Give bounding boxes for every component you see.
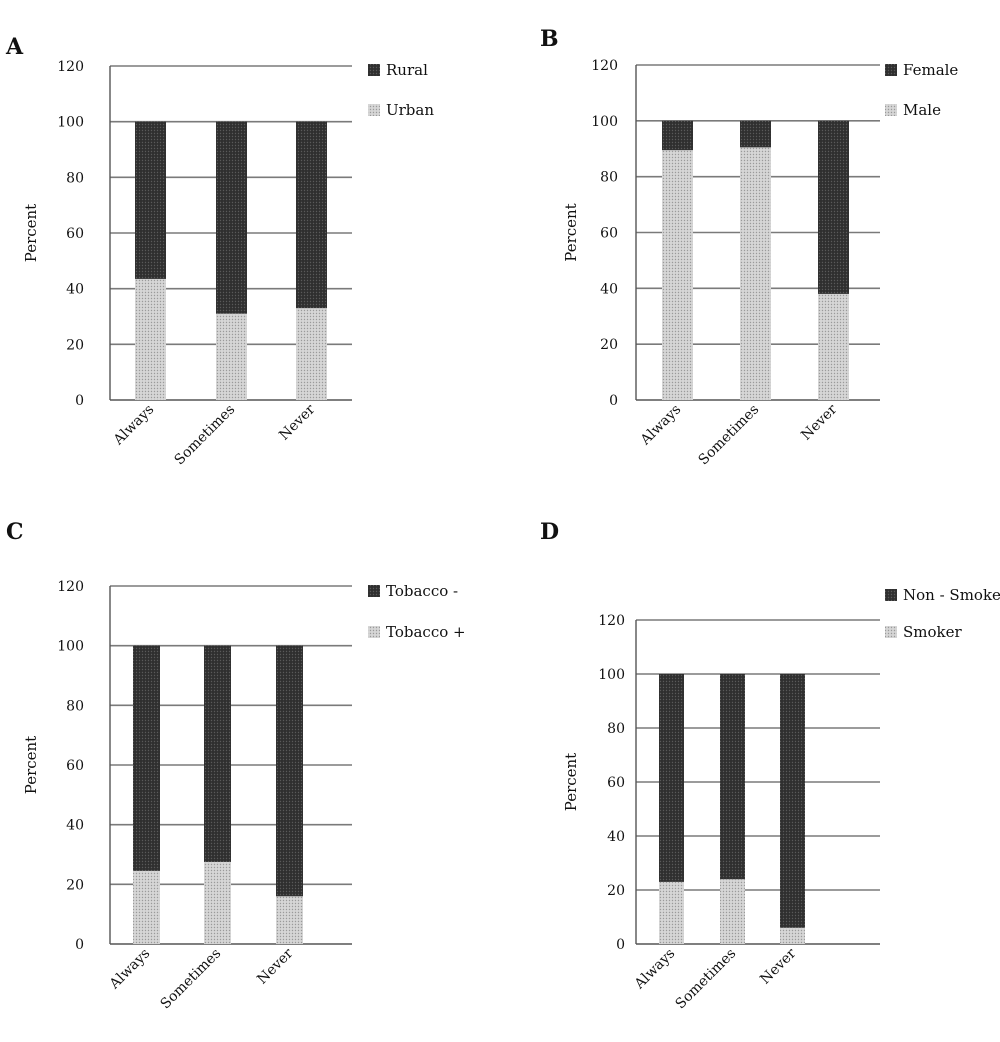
legend-swatch	[885, 589, 897, 601]
legend-label: Rural	[386, 61, 428, 79]
y-tick-label: 60	[66, 226, 84, 242]
bar-upper-sometimes	[740, 120, 771, 148]
y-tick-label: 20	[607, 883, 625, 899]
y-tick-label: 120	[57, 59, 84, 75]
y-tick-label: 100	[57, 115, 84, 131]
y-tick-label: 100	[598, 667, 625, 683]
chart-panel-b: B 0 20 40 60 80 100 120 Always Sometimes Never Perc…	[500, 0, 1000, 521]
y-tick-label: 0	[609, 393, 618, 409]
y-tick-label: 80	[66, 698, 84, 714]
y-axis-label: Percent	[22, 204, 40, 262]
bar-upper-never	[296, 121, 327, 309]
bar-lower-always	[135, 278, 166, 400]
x-category-label: Never	[254, 945, 296, 987]
bar-upper-always	[135, 121, 166, 279]
y-tick-label: 0	[75, 937, 84, 953]
bar-lower-always	[133, 870, 160, 944]
x-category-label: Sometimes	[696, 402, 763, 469]
x-category-label: Sometimes	[158, 946, 225, 1013]
y-tick-label: 80	[607, 721, 625, 737]
x-category-label: Always	[637, 402, 684, 449]
legend-label: Female	[903, 61, 958, 79]
legend-swatch	[368, 626, 380, 638]
y-tick-label: 40	[600, 281, 618, 297]
y-tick-label: 40	[66, 282, 84, 298]
y-tick-label: 120	[591, 58, 618, 74]
y-tick-label: 100	[591, 114, 618, 130]
y-tick-label: 100	[57, 639, 84, 655]
legend-swatch	[368, 104, 380, 116]
chart-svg-b: B 0 20 40 60 80 100 120 Always Sometimes Never Perc…	[540, 26, 958, 469]
bar-upper-sometimes	[204, 645, 231, 862]
panel-letter: A	[5, 34, 24, 60]
chart-panel-a: A 0 20 40 60 80 100 120 Always Sometimes Never Perc…	[0, 0, 500, 521]
legend-label: Smoker	[903, 623, 962, 641]
bar-upper-never	[780, 674, 805, 928]
y-tick-label: 120	[57, 579, 84, 595]
chart-panel-c: C 0 20 40 60 80 100 120 Always Sometimes Never Perc…	[0, 519, 500, 1042]
y-tick-label: 60	[607, 775, 625, 791]
chart-svg-a: A 0 20 40 60 80 100 120 Always Sometimes Never Perc…	[5, 34, 434, 469]
y-tick-label: 0	[75, 393, 84, 409]
x-category-label: Never	[757, 945, 799, 987]
x-category-label: Always	[631, 946, 678, 993]
x-category-label: Sometimes	[172, 402, 239, 469]
legend-swatch	[885, 626, 897, 638]
bar-lower-always	[659, 881, 684, 944]
panel-letter: D	[540, 519, 559, 545]
bar-upper-never	[818, 120, 849, 294]
x-category-label: Sometimes	[673, 946, 740, 1013]
bar-lower-sometimes	[740, 147, 771, 400]
y-tick-label: 120	[598, 613, 625, 629]
legend-label: Non - Smoker	[903, 586, 1000, 604]
legend-swatch	[885, 64, 897, 76]
bar-lower-never	[296, 308, 327, 400]
chart-panel-d: D 0 20 40 60 80 100 120 Always Sometimes Never Perc…	[500, 519, 1000, 1042]
y-tick-label: 20	[66, 877, 84, 893]
y-tick-label: 40	[607, 829, 625, 845]
bar-lower-sometimes	[204, 861, 231, 944]
y-axis-label: Percent	[22, 736, 40, 794]
legend-label: Male	[903, 101, 941, 119]
bar-upper-sometimes	[720, 674, 745, 880]
bar-lower-sometimes	[216, 313, 247, 400]
y-tick-label: 60	[600, 226, 618, 242]
bar-upper-never	[276, 645, 303, 897]
panel-letter: B	[540, 26, 559, 52]
y-tick-label: 80	[600, 170, 618, 186]
legend-label: Tobacco +	[386, 623, 466, 641]
panel-letter: C	[6, 519, 24, 545]
legend-swatch	[885, 104, 897, 116]
y-tick-label: 80	[66, 170, 84, 186]
chart-svg-c: C 0 20 40 60 80 100 120 Always Sometimes Never Perc…	[6, 519, 466, 1013]
bar-lower-never	[276, 896, 303, 944]
legend-swatch	[368, 585, 380, 597]
legend-swatch	[368, 64, 380, 76]
bar-lower-sometimes	[720, 879, 745, 944]
y-axis-label: Percent	[562, 203, 580, 261]
bar-upper-always	[133, 645, 160, 871]
y-tick-label: 20	[600, 337, 618, 353]
x-category-label: Always	[106, 946, 153, 993]
x-category-label: Always	[110, 402, 157, 449]
bar-upper-always	[662, 120, 693, 151]
bar-lower-never	[780, 927, 805, 944]
x-category-label: Never	[798, 401, 840, 443]
y-tick-label: 20	[66, 337, 84, 353]
y-tick-label: 40	[66, 818, 84, 834]
x-category-label: Never	[276, 401, 318, 443]
y-tick-label: 0	[616, 937, 625, 953]
legend-label: Tobacco -	[386, 582, 458, 600]
bar-lower-always	[662, 150, 693, 400]
bar-lower-never	[818, 293, 849, 400]
legend-label: Urban	[386, 101, 434, 119]
bar-upper-always	[659, 674, 684, 882]
bar-upper-sometimes	[216, 121, 247, 314]
y-tick-label: 60	[66, 758, 84, 774]
y-axis-label: Percent	[562, 753, 580, 811]
